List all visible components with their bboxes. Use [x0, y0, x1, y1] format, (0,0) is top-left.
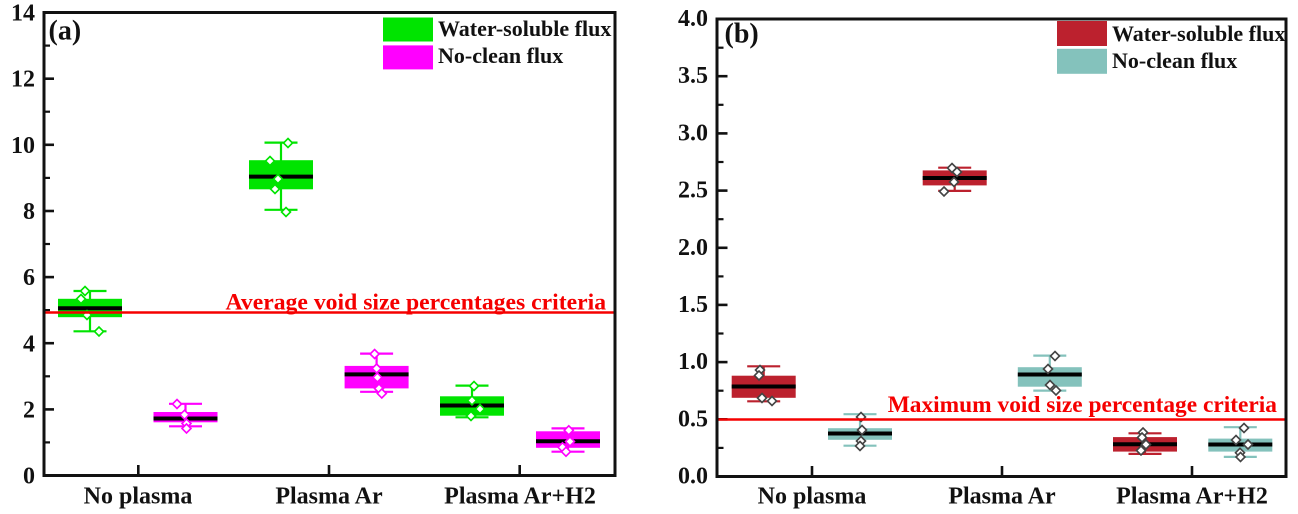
svg-text:6: 6	[23, 265, 35, 291]
svg-text:Water-soluble flux: Water-soluble flux	[438, 16, 611, 41]
svg-text:10: 10	[11, 133, 35, 159]
svg-text:Plasma Ar: Plasma Ar	[948, 484, 1056, 510]
svg-text:2: 2	[23, 398, 35, 424]
svg-text:2.0: 2.0	[678, 235, 708, 261]
svg-text:4.0: 4.0	[678, 6, 708, 32]
svg-text:4: 4	[23, 331, 35, 357]
svg-text:0.5: 0.5	[678, 406, 708, 432]
svg-text:No-clean flux: No-clean flux	[438, 43, 563, 68]
svg-text:1.0: 1.0	[678, 349, 708, 375]
svg-text:3.0: 3.0	[678, 120, 708, 146]
svg-text:Plasma Ar: Plasma Ar	[275, 484, 383, 510]
svg-text:3.5: 3.5	[678, 63, 708, 89]
svg-text:8: 8	[23, 199, 35, 225]
svg-text:No plasma: No plasma	[758, 484, 867, 510]
svg-text:14: 14	[11, 1, 35, 27]
svg-text:Plasma Ar+H2: Plasma Ar+H2	[1116, 484, 1268, 510]
svg-text:No-clean flux: No-clean flux	[1112, 48, 1237, 73]
svg-text:0.0: 0.0	[678, 464, 708, 490]
svg-text:No plasma: No plasma	[84, 484, 193, 510]
svg-text:0: 0	[23, 464, 35, 490]
svg-text:Average void size percentages: Average void size percentages criteria	[226, 290, 607, 316]
svg-text:2.5: 2.5	[678, 178, 708, 204]
svg-text:(a): (a)	[49, 16, 82, 47]
svg-text:Maximum void size percentage c: Maximum void size percentage criteria	[888, 392, 1278, 418]
svg-text:(b): (b)	[725, 19, 759, 50]
svg-text:Plasma Ar+H2: Plasma Ar+H2	[444, 484, 596, 510]
svg-text:1.5: 1.5	[678, 292, 708, 318]
svg-text:Water-soluble flux: Water-soluble flux	[1112, 21, 1285, 46]
svg-text:12: 12	[11, 67, 35, 93]
